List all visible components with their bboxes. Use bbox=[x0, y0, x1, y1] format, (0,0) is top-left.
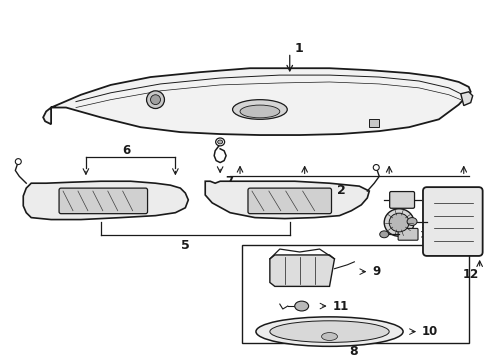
Text: 5: 5 bbox=[181, 239, 190, 252]
Text: 2: 2 bbox=[337, 184, 346, 197]
Ellipse shape bbox=[373, 165, 379, 170]
Ellipse shape bbox=[407, 217, 417, 225]
FancyBboxPatch shape bbox=[242, 245, 469, 343]
Text: 10: 10 bbox=[422, 325, 438, 338]
Ellipse shape bbox=[380, 231, 389, 238]
Ellipse shape bbox=[216, 138, 224, 146]
Polygon shape bbox=[205, 181, 369, 219]
FancyBboxPatch shape bbox=[369, 119, 379, 127]
Ellipse shape bbox=[321, 333, 338, 341]
FancyBboxPatch shape bbox=[59, 188, 147, 214]
Text: 13: 13 bbox=[434, 228, 450, 241]
Ellipse shape bbox=[233, 100, 287, 119]
Ellipse shape bbox=[270, 321, 389, 342]
Ellipse shape bbox=[384, 209, 414, 236]
FancyBboxPatch shape bbox=[398, 228, 418, 240]
Text: 8: 8 bbox=[349, 345, 358, 358]
Ellipse shape bbox=[294, 301, 309, 311]
Ellipse shape bbox=[218, 140, 222, 144]
Ellipse shape bbox=[256, 317, 403, 346]
Polygon shape bbox=[43, 68, 471, 135]
Polygon shape bbox=[23, 181, 188, 220]
Text: 12: 12 bbox=[463, 268, 479, 281]
Ellipse shape bbox=[150, 95, 161, 105]
Polygon shape bbox=[461, 92, 473, 105]
Polygon shape bbox=[270, 255, 335, 287]
Text: 9: 9 bbox=[372, 265, 381, 278]
FancyBboxPatch shape bbox=[248, 188, 332, 214]
Text: 7: 7 bbox=[225, 175, 233, 188]
FancyBboxPatch shape bbox=[423, 187, 483, 256]
Text: 11: 11 bbox=[333, 300, 349, 312]
Text: 4: 4 bbox=[432, 221, 440, 234]
FancyBboxPatch shape bbox=[390, 192, 415, 208]
Ellipse shape bbox=[15, 159, 21, 165]
Text: 6: 6 bbox=[122, 144, 131, 157]
Ellipse shape bbox=[389, 213, 409, 232]
Text: 3: 3 bbox=[437, 193, 445, 206]
Text: 1: 1 bbox=[294, 42, 303, 55]
Ellipse shape bbox=[147, 91, 165, 108]
Ellipse shape bbox=[240, 105, 280, 118]
